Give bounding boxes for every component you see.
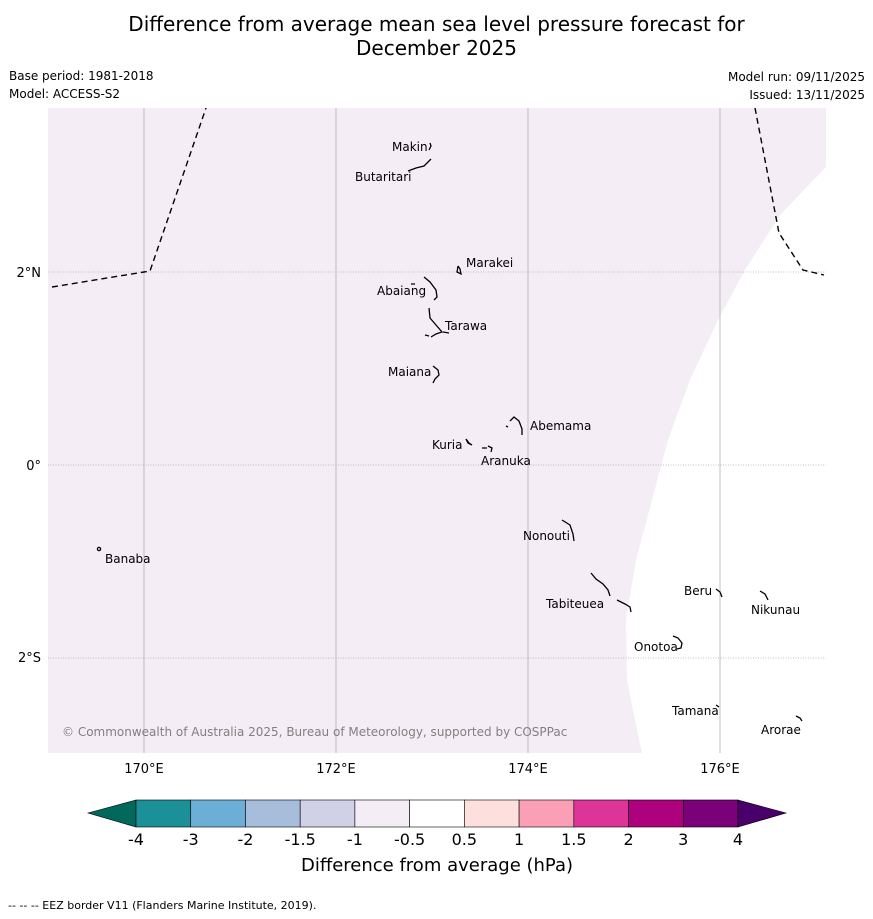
island-nikunau — [759, 590, 769, 601]
island-label: Tarawa — [444, 319, 487, 333]
latitude-labels: 2°N 0° 2°S — [17, 266, 42, 666]
island-butaritari — [407, 158, 432, 172]
colorbar-segment — [464, 799, 520, 828]
colorbar-tick-label: 0.5 — [452, 830, 477, 849]
colorbar-tick-label: 1 — [514, 830, 524, 849]
island-label: Nikunau — [751, 603, 800, 617]
lon-label: 170°E — [124, 762, 164, 777]
colorbar-segment — [518, 799, 575, 828]
colorbar-segment — [190, 799, 246, 828]
island-label: Beru — [684, 584, 712, 598]
island-label: Kuria — [432, 438, 463, 452]
colorbar-tick-label: -0.5 — [394, 830, 425, 849]
island-banaba — [96, 546, 102, 552]
title-line-2: December 2025 — [356, 36, 517, 60]
colorbar-segment — [628, 799, 684, 828]
footnote: -- -- -- EEZ border V11 (Flanders Marine… — [8, 899, 317, 912]
meridians — [143, 108, 721, 753]
colorbar-segment — [135, 799, 192, 828]
island-marakei — [456, 265, 462, 276]
parallels — [48, 271, 826, 659]
island-label: Nonouti — [523, 529, 570, 543]
colorbar-under-arrow — [86, 799, 137, 828]
island-makin — [428, 142, 432, 151]
eez-border-west — [51, 108, 207, 288]
island-label: Butaritari — [355, 170, 412, 184]
island-label: Onotoa — [634, 640, 678, 654]
model-run: Model run: 09/11/2025 — [727, 70, 865, 84]
island-tarawa — [424, 307, 450, 338]
island-label: Makin — [392, 140, 428, 154]
issued-date: Issued: 13/11/2025 — [749, 88, 865, 102]
base-period: Base period: 1981-2018 — [9, 69, 154, 83]
title-line-1: Difference from average mean sea level p… — [128, 12, 745, 36]
colorbar-tick-label: -4 — [128, 830, 144, 849]
island-beru — [715, 588, 723, 598]
colorbar-segment — [299, 799, 356, 828]
colorbar-segment — [245, 799, 301, 828]
island-label: Abemama — [530, 419, 591, 433]
chart-title: Difference from average mean sea level p… — [0, 12, 873, 60]
colorbar: -4 -3 -2 -1.5 -1 -0.5 0.5 1 1.5 2 3 4 Difference fr… — [86, 799, 788, 876]
meta-right: Model run: 09/11/2025 Issued: 13/11/2025 — [728, 68, 865, 104]
colorbar-tick-label: 1.5 — [561, 830, 586, 849]
island-label: Arorae — [761, 723, 801, 737]
colorbar-segment — [573, 799, 629, 828]
colorbar-tick-label: 2 — [623, 830, 633, 849]
colorbar-segment — [682, 799, 739, 828]
island-kuria — [465, 438, 473, 446]
colorbar-tick-label: 4 — [733, 830, 743, 849]
island-onotoa — [672, 635, 683, 650]
colorbar-segment — [409, 799, 465, 828]
island-abaiang — [411, 276, 438, 301]
colorbar-tick-label: -2 — [237, 830, 253, 849]
colorbar-segments — [135, 799, 739, 828]
lon-label: 176°E — [700, 762, 740, 777]
island-arorae — [795, 715, 803, 722]
island-tabiteuea — [590, 572, 632, 613]
lon-label: 174°E — [508, 762, 548, 777]
island-label: Aranuka — [481, 454, 531, 468]
island-nonouti — [561, 519, 575, 542]
island-label: Tabiteuea — [545, 597, 604, 611]
eez-borders — [51, 108, 825, 288]
lat-label: 0° — [26, 459, 41, 474]
island-label: Marakei — [466, 256, 513, 270]
pressure-anomaly-region — [48, 108, 826, 753]
colorbar-tick-label: -1 — [347, 830, 363, 849]
island-label: Banaba — [105, 552, 151, 566]
island-tamana — [715, 704, 720, 708]
island-aranuka — [482, 445, 493, 453]
island-label: Maiana — [388, 365, 431, 379]
lat-label: 2°S — [18, 651, 41, 666]
colorbar-tick-label: 3 — [678, 830, 688, 849]
longitude-labels: 170°E 172°E 174°E 176°E — [124, 762, 740, 777]
island-label: Tamana — [671, 704, 719, 718]
meta-left: Base period: 1981-2018 Model: ACCESS-S2 — [9, 67, 154, 103]
colorbar-over-arrow — [737, 799, 788, 828]
lat-label: 2°N — [17, 266, 42, 281]
map-panel: Makin Butaritari Marakei Abaiang Tarawa … — [48, 108, 826, 753]
eez-border-east — [754, 108, 825, 276]
colorbar-tick-label: -3 — [183, 830, 199, 849]
copyright-notice: © Commonwealth of Australia 2025, Bureau… — [62, 725, 567, 739]
island-label: Abaiang — [377, 284, 426, 298]
lon-label: 172°E — [316, 762, 356, 777]
colorbar-ticks: -4 -3 -2 -1.5 -1 -0.5 0.5 1 1.5 2 3 4 — [128, 830, 743, 849]
colorbar-segment — [354, 799, 410, 828]
island-maiana — [432, 365, 440, 384]
colorbar-tick-label: -1.5 — [285, 830, 316, 849]
model-name: Model: ACCESS-S2 — [9, 87, 121, 101]
colorbar-label: Difference from average (hPa) — [301, 855, 573, 876]
island-outlines — [96, 142, 803, 722]
island-abemama — [505, 416, 523, 435]
